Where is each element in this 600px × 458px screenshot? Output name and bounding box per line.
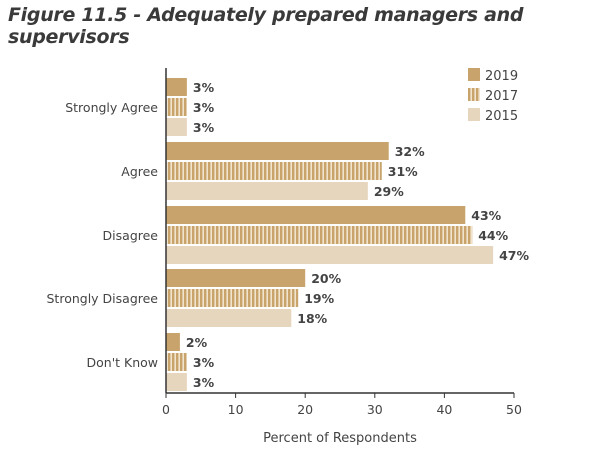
legend-label: 2019 [485, 69, 518, 84]
legend-label: 2017 [485, 89, 518, 104]
chart-title: Figure 11.5 - Adequately prepared manage… [8, 4, 524, 48]
category-label: Don't Know [87, 355, 159, 370]
data-label: 47% [499, 248, 529, 263]
data-label: 43% [471, 208, 501, 223]
x-tick-label: 20 [297, 402, 313, 417]
bar-2019 [166, 78, 187, 96]
bar-2015 [166, 182, 368, 200]
bar-2015 [166, 373, 187, 391]
bar-2017 [166, 162, 382, 180]
x-tick-label: 0 [162, 402, 170, 417]
bar-2015 [166, 246, 494, 264]
data-label: 3% [193, 80, 215, 95]
data-label: 2% [186, 335, 208, 350]
data-label: 20% [311, 271, 341, 286]
data-label: 18% [297, 311, 327, 326]
data-label: 32% [395, 144, 425, 159]
x-tick-label: 50 [506, 402, 522, 417]
category-label: Strongly Agree [65, 100, 158, 115]
data-label: 3% [193, 100, 215, 115]
x-tick-label: 10 [228, 402, 244, 417]
bar-2019 [166, 269, 306, 287]
category-label: Strongly Disagree [47, 291, 159, 306]
data-label: 29% [374, 184, 404, 199]
category-label: Disagree [103, 228, 159, 243]
bar-2019 [166, 206, 466, 224]
legend-swatch-2017 [468, 88, 480, 101]
bar-2017 [166, 289, 299, 307]
data-label: 31% [388, 164, 418, 179]
bar-2017 [166, 98, 187, 116]
data-label: 44% [478, 228, 508, 243]
category-label: Agree [121, 164, 158, 179]
bar-2019 [166, 333, 180, 351]
legend-swatch-2019 [468, 68, 480, 81]
x-tick-label: 40 [436, 402, 452, 417]
bar-2015 [166, 118, 187, 136]
legend-swatch-2015 [468, 108, 480, 121]
bar-2015 [166, 309, 292, 327]
bar-2017 [166, 226, 473, 244]
x-tick-label: 30 [367, 402, 383, 417]
x-axis-label: Percent of Respondents [263, 431, 417, 446]
bar-2019 [166, 142, 389, 160]
data-label: 19% [304, 291, 334, 306]
data-label: 3% [193, 375, 215, 390]
data-label: 3% [193, 355, 215, 370]
data-label: 3% [193, 120, 215, 135]
legend-label: 2015 [485, 109, 518, 124]
bar-2017 [166, 353, 187, 371]
